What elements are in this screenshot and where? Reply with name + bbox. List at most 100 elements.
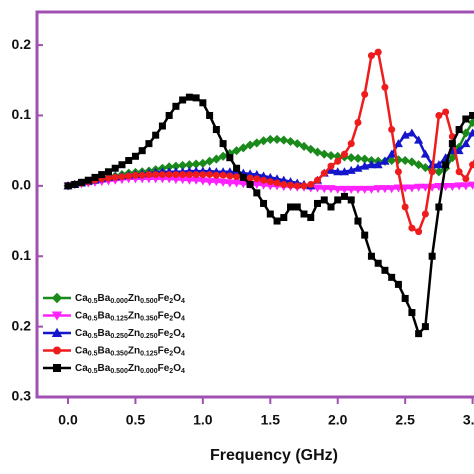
legend-label-part: O bbox=[173, 293, 181, 304]
marker bbox=[178, 160, 188, 170]
marker bbox=[212, 171, 220, 179]
legend-label-part: O bbox=[173, 363, 181, 374]
x-tick-label: 1.5 bbox=[261, 412, 281, 428]
marker bbox=[320, 196, 328, 204]
legend-label-part: 0.250 bbox=[140, 333, 158, 340]
marker bbox=[279, 135, 289, 145]
marker bbox=[334, 157, 342, 165]
marker bbox=[51, 292, 63, 304]
legend-label-part: Fe bbox=[158, 345, 170, 356]
legend-label-part: 4 bbox=[181, 315, 185, 322]
marker bbox=[394, 168, 402, 176]
marker bbox=[366, 185, 376, 194]
marker bbox=[407, 157, 417, 167]
marker bbox=[78, 178, 86, 186]
marker bbox=[184, 160, 194, 170]
marker bbox=[53, 364, 61, 372]
marker bbox=[340, 192, 348, 200]
marker bbox=[319, 185, 329, 194]
marker bbox=[360, 161, 370, 170]
marker bbox=[454, 146, 464, 155]
legend-label-part: Ba bbox=[98, 310, 111, 321]
marker bbox=[179, 171, 187, 179]
legend-label-part: 2 bbox=[169, 350, 173, 357]
marker bbox=[84, 176, 92, 184]
marker bbox=[51, 311, 63, 321]
marker bbox=[158, 122, 166, 130]
marker bbox=[327, 162, 335, 170]
marker bbox=[111, 173, 119, 181]
marker bbox=[387, 155, 397, 166]
marker bbox=[265, 172, 275, 181]
legend-label-part: 0.500 bbox=[110, 368, 128, 375]
marker bbox=[455, 168, 463, 176]
marker bbox=[320, 169, 328, 177]
legend-label-part: 0.5 bbox=[88, 368, 98, 375]
marker bbox=[462, 115, 470, 123]
legend-label-part: Ba bbox=[98, 363, 111, 374]
marker bbox=[393, 139, 403, 148]
marker bbox=[287, 181, 295, 189]
marker bbox=[339, 167, 350, 176]
marker bbox=[260, 176, 268, 184]
marker bbox=[219, 171, 227, 179]
marker bbox=[361, 231, 369, 239]
marker bbox=[381, 266, 389, 274]
marker bbox=[347, 196, 355, 204]
marker bbox=[164, 175, 174, 184]
marker bbox=[292, 139, 302, 149]
legend-label-part: 0.000 bbox=[110, 298, 128, 305]
marker bbox=[266, 210, 274, 218]
legend-label-part: O bbox=[173, 345, 181, 356]
marker bbox=[346, 165, 356, 174]
marker bbox=[259, 171, 269, 180]
x-tick-label: 3.0 bbox=[463, 412, 474, 428]
legend-label-part: 0.5 bbox=[88, 333, 98, 340]
marker bbox=[218, 178, 228, 187]
marker bbox=[354, 119, 362, 127]
marker bbox=[354, 217, 362, 225]
marker bbox=[53, 346, 61, 355]
legend-label-part: O bbox=[173, 310, 181, 321]
marker bbox=[420, 149, 430, 158]
marker bbox=[260, 199, 268, 207]
legend-label-part: 2 bbox=[169, 333, 173, 340]
marker bbox=[447, 153, 457, 163]
marker bbox=[232, 146, 242, 156]
marker bbox=[192, 94, 200, 102]
marker bbox=[442, 161, 450, 169]
marker bbox=[245, 169, 255, 178]
marker bbox=[205, 156, 215, 166]
marker bbox=[455, 126, 463, 134]
marker bbox=[361, 90, 369, 98]
marker bbox=[353, 185, 363, 194]
marker bbox=[252, 138, 262, 148]
marker bbox=[165, 111, 173, 119]
marker bbox=[454, 182, 464, 191]
marker bbox=[138, 171, 146, 179]
marker bbox=[447, 183, 457, 192]
marker bbox=[360, 185, 370, 194]
marker bbox=[346, 185, 356, 194]
marker bbox=[280, 214, 288, 222]
legend-label-part: Zn bbox=[128, 328, 140, 339]
marker bbox=[239, 173, 247, 181]
legend-label-part: Ca bbox=[75, 293, 88, 304]
series bbox=[64, 48, 474, 236]
legend-label: Ca0.5Ba0.125Zn0.350Fe2O4 bbox=[75, 310, 185, 322]
marker bbox=[253, 175, 261, 183]
marker bbox=[158, 171, 166, 179]
marker bbox=[219, 140, 227, 148]
marker bbox=[179, 96, 187, 104]
marker bbox=[448, 140, 456, 148]
legend-label-part: 0.350 bbox=[140, 315, 158, 322]
marker bbox=[259, 136, 269, 146]
marker bbox=[118, 161, 126, 169]
marker bbox=[420, 162, 430, 173]
marker bbox=[71, 180, 79, 188]
marker bbox=[347, 140, 355, 148]
marker bbox=[442, 108, 450, 116]
marker bbox=[353, 163, 363, 172]
marker bbox=[461, 182, 471, 191]
